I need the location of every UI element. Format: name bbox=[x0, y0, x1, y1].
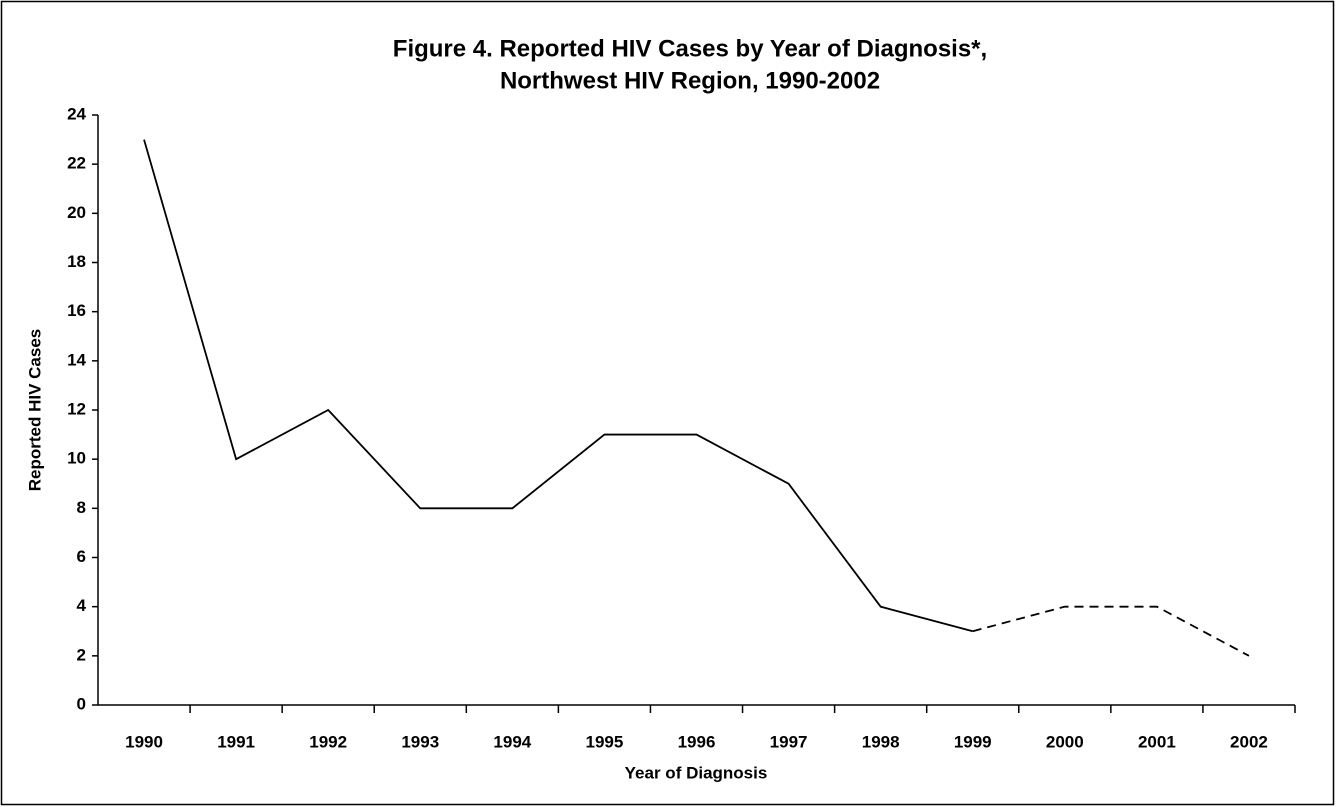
x-tick-label: 1996 bbox=[678, 732, 716, 751]
x-axis-label: Year of Diagnosis bbox=[625, 763, 768, 782]
chart-title: Figure 4. Reported HIV Cases by Year of … bbox=[393, 35, 987, 62]
x-tick-label: 1999 bbox=[954, 732, 992, 751]
x-tick-label: 1992 bbox=[309, 732, 347, 751]
y-tick-label: 20 bbox=[67, 203, 86, 222]
y-tick-label: 14 bbox=[67, 350, 86, 369]
y-tick-label: 12 bbox=[67, 399, 86, 418]
y-tick-label: 24 bbox=[67, 104, 86, 123]
data-line bbox=[972, 605, 1250, 657]
y-tick-label: 10 bbox=[67, 449, 86, 468]
data-line bbox=[143, 139, 973, 633]
y-tick-label: 18 bbox=[67, 252, 86, 271]
chart-title: Northwest HIV Region, 1990-2002 bbox=[500, 67, 880, 94]
y-tick-label: 22 bbox=[67, 154, 86, 173]
x-tick-label: 2002 bbox=[1230, 732, 1268, 751]
x-tick-label: 1990 bbox=[125, 732, 163, 751]
y-tick-label: 0 bbox=[77, 694, 86, 713]
x-tick-label: 1991 bbox=[217, 732, 255, 751]
y-tick-label: 6 bbox=[77, 547, 86, 566]
y-tick-label: 4 bbox=[77, 596, 87, 615]
x-tick-label: 2000 bbox=[1046, 732, 1084, 751]
x-tick-label: 2001 bbox=[1138, 732, 1176, 751]
x-tick-label: 1997 bbox=[770, 732, 808, 751]
y-axis-label: Reported HIV Cases bbox=[25, 329, 44, 492]
x-tick-label: 1993 bbox=[401, 732, 439, 751]
y-tick-label: 2 bbox=[77, 645, 86, 664]
x-tick-label: 1998 bbox=[862, 732, 900, 751]
x-tick-label: 1995 bbox=[586, 732, 624, 751]
x-tick-label: 1994 bbox=[493, 732, 531, 751]
y-tick-label: 16 bbox=[67, 301, 86, 320]
y-tick-label: 8 bbox=[77, 498, 86, 517]
